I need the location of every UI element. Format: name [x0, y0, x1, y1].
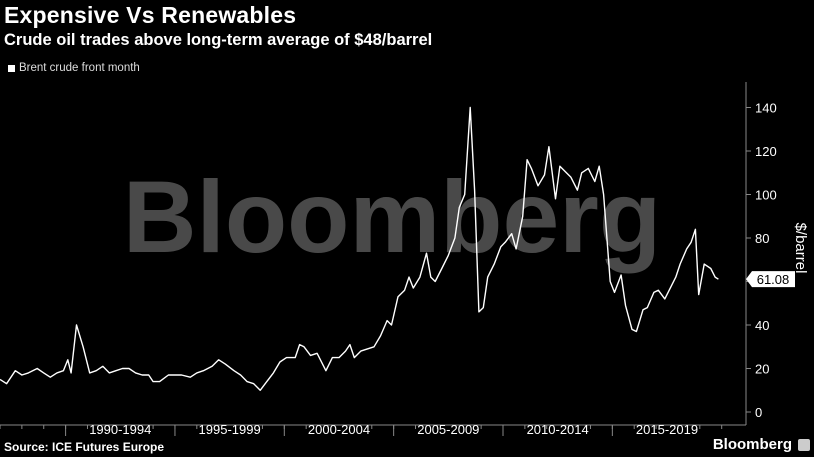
y-tick-label: 140	[755, 101, 777, 116]
legend: Brent crude front month	[8, 62, 140, 74]
x-tick-label: 1995-1999	[199, 422, 261, 437]
last-value-box	[746, 271, 795, 288]
x-tick-label: 2010-2014	[527, 422, 589, 437]
series-line	[0, 106, 719, 391]
y-tick-label: 120	[755, 144, 777, 159]
x-tick-label: 2005-2009	[417, 422, 479, 437]
last-value-label: 61.08	[757, 272, 790, 287]
chart-subtitle: Crude oil trades above long-term average…	[4, 31, 433, 49]
x-tick-label: 2000-2004	[308, 422, 370, 437]
bloomberg-logo-icon	[798, 439, 810, 451]
y-tick-label: 40	[755, 318, 769, 333]
y-tick-label: 20	[755, 362, 769, 377]
source-note: Source: ICE Futures Europe	[4, 440, 165, 454]
legend-label: Brent crude front month	[19, 62, 140, 74]
x-tick-label: 1990-1994	[89, 422, 151, 437]
x-tick-label: 2015-2019	[636, 422, 698, 437]
legend-swatch	[8, 64, 15, 72]
axes: 0204060801001201401990-19941995-19992000…	[0, 82, 777, 437]
y-tick-label: 80	[755, 231, 769, 246]
brand-logo-text: Bloomberg	[712, 436, 792, 453]
y-tick-label: 0	[755, 405, 762, 420]
chart-title: Expensive Vs Renewables	[4, 2, 297, 28]
last-value-callout: 61.08	[746, 271, 795, 288]
series-group	[0, 106, 719, 391]
y-tick-label: 100	[755, 188, 777, 203]
y-axis-label: $/barrel	[792, 223, 809, 274]
